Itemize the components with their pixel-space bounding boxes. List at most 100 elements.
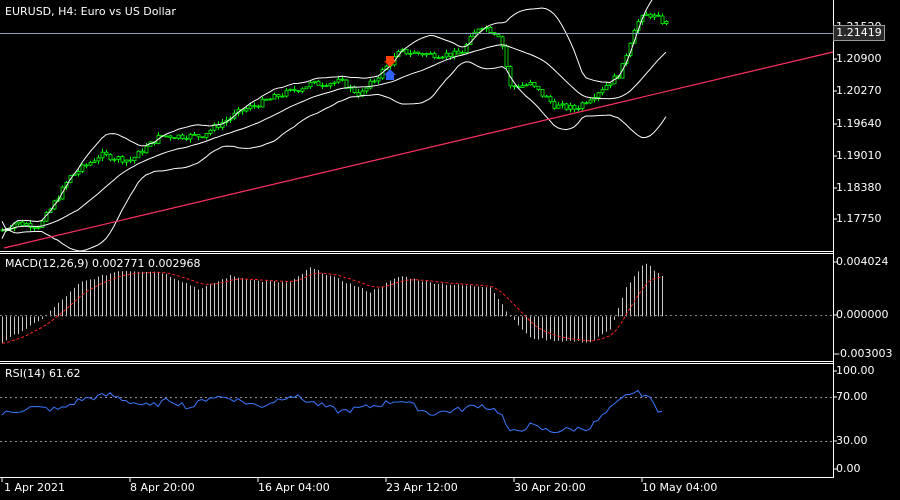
candle-body (460, 52, 465, 55)
candle-body (316, 80, 321, 86)
candle-body (124, 159, 129, 163)
candle-body (176, 134, 181, 139)
candle-body (564, 103, 569, 110)
sell-arrow-icon[interactable] (384, 56, 396, 67)
candle-body (244, 108, 249, 112)
price-tick-label: 1.20270 (836, 84, 882, 97)
candle-body (552, 101, 557, 109)
candle-body (96, 157, 101, 162)
price-tick-label: 1.17750 (836, 212, 882, 225)
candle-body (220, 122, 225, 128)
candle-body (368, 80, 373, 89)
candle-body (496, 33, 501, 38)
candle-body (488, 27, 493, 33)
price-panel[interactable] (0, 0, 669, 252)
candle-body (28, 223, 33, 228)
rsi-tick-label: 0.00 (836, 462, 861, 475)
candle-body (520, 85, 525, 88)
candle-body (600, 89, 605, 94)
candle-body (140, 150, 145, 154)
candle-body (84, 164, 89, 167)
candle-body (312, 80, 317, 84)
macd-title: MACD(12,26,9) 0.002771 0.002968 (5, 257, 201, 270)
candle-body (464, 44, 469, 53)
candle-body (128, 159, 133, 162)
time-axis-label: 23 Apr 12:00 (386, 481, 458, 494)
candle-body (536, 85, 541, 90)
time-axis-label: 1 Apr 2021 (4, 481, 66, 494)
candle-body (180, 134, 185, 139)
buy-arrow-icon[interactable] (384, 69, 396, 80)
candle-body (196, 134, 201, 138)
candle-body (104, 151, 109, 155)
rsi-line (1, 389, 663, 434)
candle-body (268, 98, 273, 101)
candle-body (432, 52, 437, 59)
candle-body (560, 103, 565, 106)
candle-body (144, 145, 149, 154)
candle-body (252, 105, 257, 108)
symbol-title: EURUSD, H4: Euro vs US Dollar (5, 5, 176, 18)
panel-frames (0, 0, 834, 478)
current-price-tag: 1.21419 (833, 25, 885, 41)
candle-body (292, 88, 297, 91)
axis-ticks (1, 26, 837, 482)
macd-tick-label: -0.003003 (836, 347, 893, 360)
candle-body (444, 52, 449, 58)
candle-body (304, 86, 309, 90)
macd-tick-label: 0.000000 (836, 308, 889, 321)
candle-body (248, 105, 253, 110)
candle-body (548, 96, 553, 103)
candle-body (576, 108, 581, 110)
candle-body (604, 85, 609, 91)
candle-body (168, 135, 173, 139)
candle-body (656, 14, 661, 17)
candle-body (648, 13, 653, 18)
candle-body (596, 92, 601, 98)
candle-body (376, 77, 381, 82)
candle-body (164, 135, 169, 138)
candle-body (80, 164, 85, 172)
candle-body (36, 226, 41, 229)
candle-body (264, 98, 269, 101)
rsi-panel[interactable] (1, 389, 663, 434)
candle-body (524, 84, 529, 87)
candle-body (336, 78, 341, 83)
time-axis-label: 10 May 04:00 (642, 481, 718, 494)
candle-body (332, 81, 337, 84)
candle-body (32, 226, 37, 229)
price-tick-label: 1.19640 (836, 117, 882, 130)
candle-body (408, 53, 413, 55)
candle-body (192, 133, 197, 136)
candle-body (64, 182, 69, 188)
candle-body (500, 36, 505, 47)
candle-body (120, 156, 125, 163)
candle-body (660, 15, 665, 25)
candle-body (260, 98, 265, 108)
candle-body (308, 82, 313, 88)
candle-body (208, 129, 213, 134)
candle-body (204, 133, 209, 138)
candle-body (664, 21, 669, 25)
price-tick-label: 1.18380 (836, 181, 882, 194)
candle-body (412, 51, 417, 54)
candle-body (356, 92, 361, 97)
macd-panel[interactable] (1, 263, 663, 344)
candle-body (132, 156, 137, 162)
candle-body (212, 124, 217, 131)
candle-body (320, 84, 325, 87)
candle-body (344, 79, 349, 89)
candle-body (544, 95, 549, 98)
rsi-tick-label: 70.00 (836, 390, 868, 403)
price-tick-label: 1.20900 (836, 52, 882, 65)
candle-body (644, 13, 649, 17)
trendline[interactable] (3, 51, 834, 249)
candle-body (324, 85, 329, 87)
candle-body (580, 102, 585, 109)
candle-body (440, 56, 445, 59)
candle-body (512, 85, 517, 88)
rsi-tick-label: 100.00 (836, 364, 875, 377)
candle-body (528, 82, 533, 86)
